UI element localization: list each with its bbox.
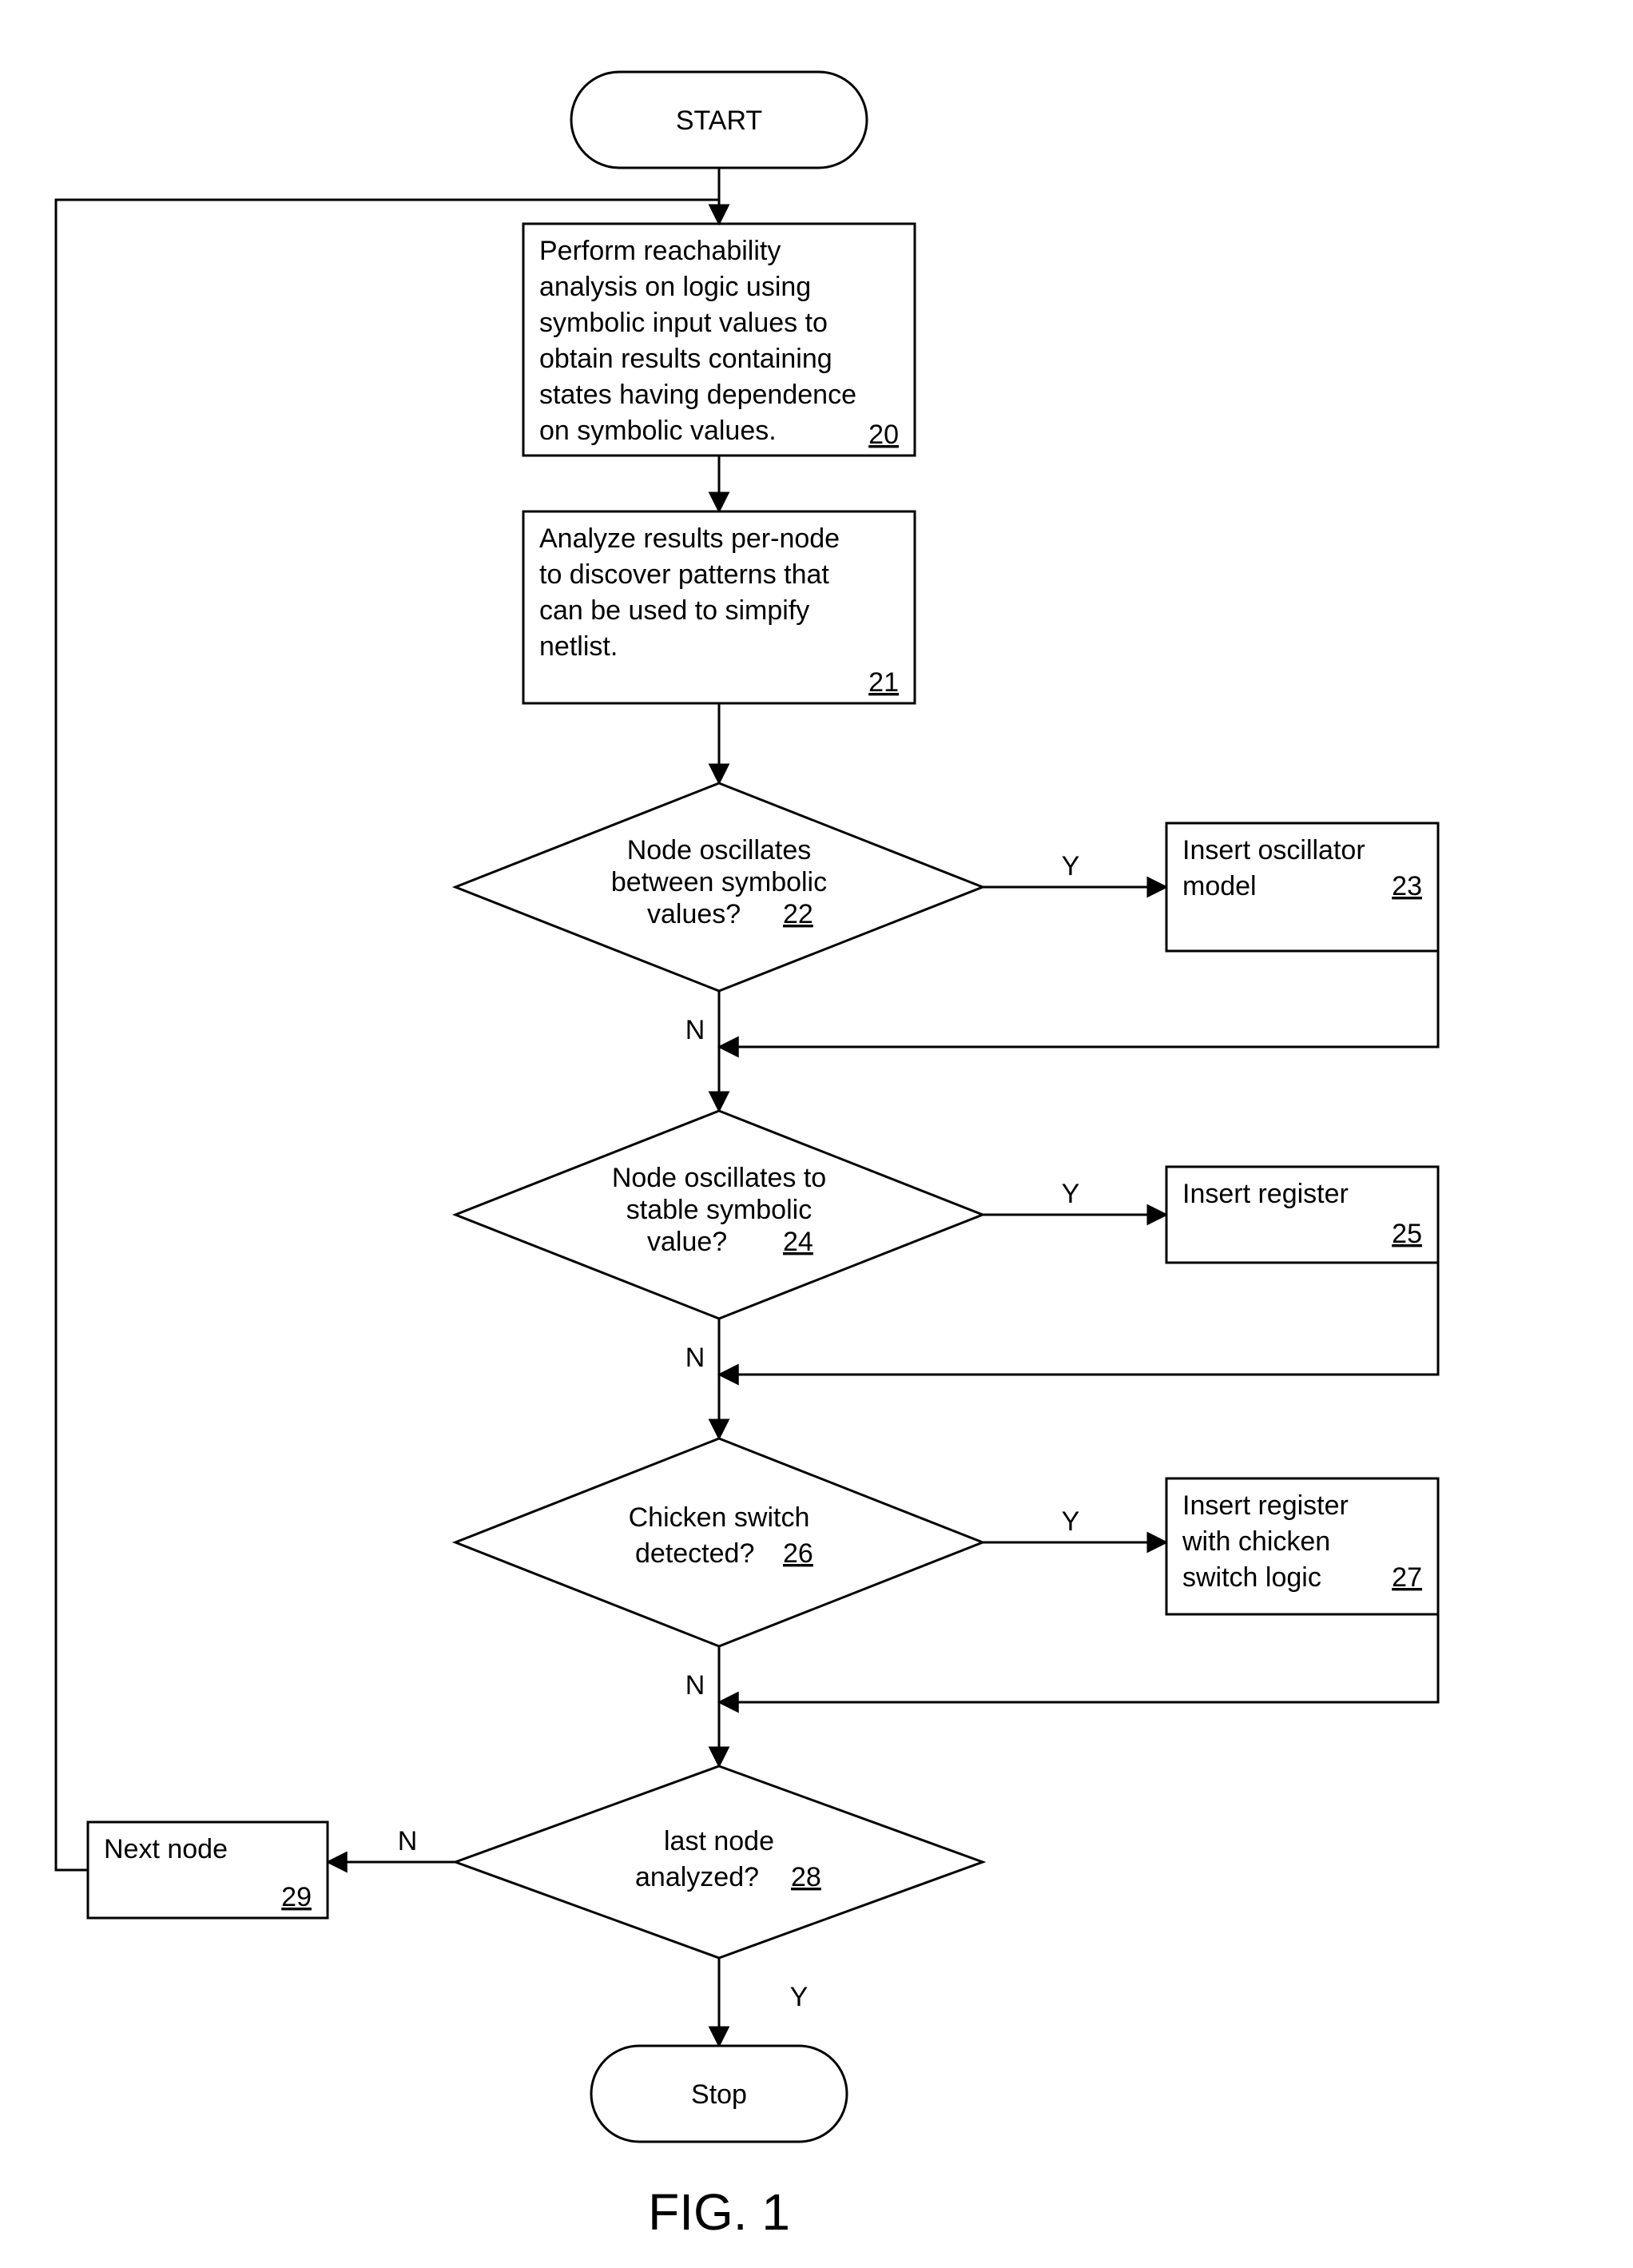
lbl-28-n: N	[398, 1826, 418, 1856]
lbl-24-n: N	[685, 1343, 705, 1373]
n20-line-3: obtain results containing	[539, 344, 832, 374]
lbl-28-y: Y	[790, 1982, 809, 2012]
n20-line-0: Perform reachability	[539, 236, 781, 266]
n22-line-2: values?	[647, 899, 741, 929]
figure-label: FIG. 1	[648, 2183, 790, 2241]
n20-ref: 20	[868, 420, 899, 450]
n20-line-5: on symbolic values.	[539, 416, 777, 446]
n24-line-1: stable symbolic	[626, 1195, 812, 1225]
start-label: START	[676, 105, 762, 136]
n27-line-0: Insert register	[1182, 1490, 1349, 1521]
node-24: Node oscillates to stable symbolic value…	[455, 1111, 983, 1319]
node-21: Analyze results per-node to discover pat…	[523, 511, 915, 703]
n21-line-2: can be used to simpify	[539, 595, 809, 626]
n20-line-1: analysis on logic using	[539, 272, 811, 302]
n22-ref: 22	[783, 899, 813, 929]
node-22: Node oscillates between symbolic values?…	[455, 783, 983, 991]
n28-ref: 28	[791, 1862, 821, 1892]
n26-ref: 26	[783, 1538, 813, 1569]
n29-line-0: Next node	[104, 1834, 228, 1864]
edge-n27-merge	[719, 1614, 1438, 1702]
n23-line-1: model	[1182, 871, 1257, 901]
n20-line-4: states having dependence	[539, 380, 856, 410]
flowchart-diagram: START Perform reachability analysis on l…	[0, 0, 1633, 2268]
n29-ref: 29	[281, 1882, 312, 1912]
node-27: Insert register with chicken switch logi…	[1166, 1478, 1438, 1614]
n27-line-1: with chicken	[1182, 1526, 1330, 1557]
n27-line-2: switch logic	[1182, 1562, 1321, 1593]
edge-n25-merge	[719, 1263, 1438, 1375]
stop-label: Stop	[691, 2079, 747, 2110]
node-start: START	[571, 72, 867, 168]
node-26: Chicken switch detected? 26	[455, 1438, 983, 1646]
node-23: Insert oscillator model 23	[1166, 823, 1438, 951]
n21-line-0: Analyze results per-node	[539, 523, 840, 554]
node-stop: Stop	[591, 2046, 847, 2142]
n27-ref: 27	[1392, 1562, 1422, 1593]
node-25: Insert register 25	[1166, 1167, 1438, 1263]
n28-line-0: last node	[664, 1826, 774, 1856]
n22-line-0: Node oscillates	[627, 835, 812, 865]
node-28: last node analyzed? 28	[455, 1766, 983, 1958]
edge-n23-merge	[719, 951, 1438, 1047]
lbl-26-n: N	[685, 1670, 705, 1701]
lbl-22-y: Y	[1062, 851, 1080, 881]
node-20: Perform reachability analysis on logic u…	[523, 224, 915, 456]
n24-line-2: value?	[647, 1227, 727, 1257]
n24-ref: 24	[783, 1227, 813, 1257]
lbl-22-n: N	[685, 1015, 705, 1045]
node-29: Next node 29	[88, 1822, 328, 1918]
n28-line-1: analyzed?	[635, 1862, 759, 1892]
n26-line-0: Chicken switch	[629, 1502, 810, 1533]
n21-ref: 21	[868, 667, 899, 698]
lbl-24-y: Y	[1062, 1179, 1080, 1209]
n24-line-0: Node oscillates to	[612, 1163, 826, 1193]
n26-line-1: detected?	[635, 1538, 754, 1569]
n25-line-0: Insert register	[1182, 1179, 1349, 1209]
n23-ref: 23	[1392, 871, 1422, 901]
n21-line-1: to discover patterns that	[539, 559, 829, 590]
n21-line-3: netlist.	[539, 631, 618, 662]
n25-ref: 25	[1392, 1219, 1422, 1249]
n20-line-2: symbolic input values to	[539, 308, 828, 338]
lbl-26-y: Y	[1062, 1506, 1080, 1537]
n22-line-1: between symbolic	[611, 867, 827, 897]
n23-line-0: Insert oscillator	[1182, 835, 1365, 865]
